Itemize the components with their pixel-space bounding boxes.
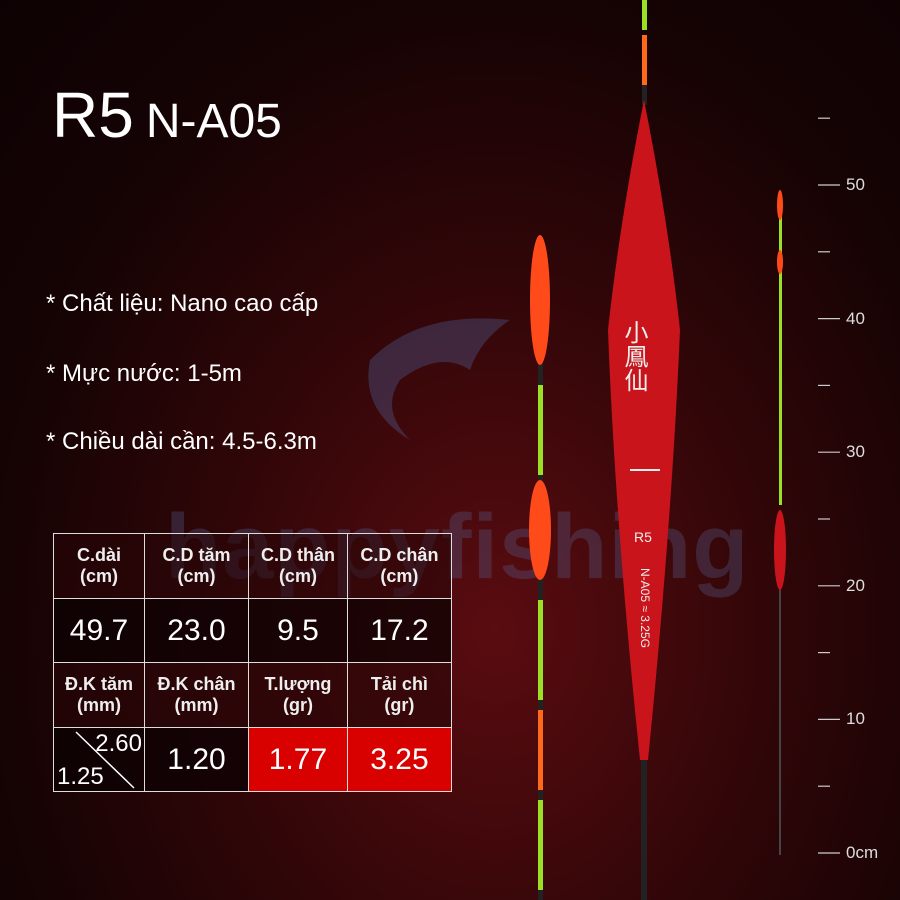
spec-material: * Chất liệu: Nano cao cấp: [46, 290, 319, 317]
header-stem-diameter: Đ.K chân (mm): [143, 662, 250, 728]
ruler: [818, 117, 840, 854]
header-body-length: C.D thân (cm): [248, 533, 348, 599]
ruler-label: 30: [846, 442, 865, 462]
right-float: [774, 190, 786, 855]
header-length: C.dài (cm): [53, 533, 145, 599]
value-stem-diameter: 1.20: [143, 727, 250, 792]
ruler-label: 10: [846, 709, 865, 729]
value-length: 49.7: [53, 598, 145, 663]
spec-water-depth: * Mực nước: 1-5m: [46, 360, 242, 387]
float-model-text: R5: [634, 529, 652, 545]
spec-rod-length: * Chiều dài cần: 4.5-6.3m: [46, 428, 317, 455]
page-title: R5 N-A05: [52, 78, 282, 152]
model-code: N-A05: [145, 95, 282, 148]
header-load: Tải chì (gr): [346, 662, 453, 728]
ruler-label: 40: [846, 308, 865, 328]
value-load: 3.25: [346, 727, 453, 792]
header-stem-length: C.D chân (cm): [346, 533, 453, 599]
header-weight: T.lượng (gr): [248, 662, 348, 728]
float-chinese-text: 小鳳仙: [620, 320, 648, 392]
fish-logo: [368, 318, 510, 440]
value-tip-diameter: 2.60 1.25: [53, 727, 145, 792]
center-float: 小鳳仙 R5: [608, 0, 680, 900]
spec-table: C.dài (cm) C.D tăm (cm) C.D thân (cm) C.D c…: [53, 533, 453, 792]
value-stem-length: 17.2: [346, 598, 453, 663]
ruler-label: 50: [846, 175, 865, 194]
value-body-length: 9.5: [248, 598, 348, 663]
model-name: R5: [52, 79, 134, 151]
value-weight: 1.77: [248, 727, 348, 792]
left-float: [529, 235, 551, 900]
header-tip-diameter: Đ.K tăm (mm): [53, 662, 145, 728]
value-tip-length: 23.0: [143, 598, 250, 663]
float-code-text: N-A05 ≈ 3.25G: [638, 568, 652, 648]
header-tip-length: C.D tăm (cm): [143, 533, 250, 599]
ruler-label: 0cm: [846, 843, 879, 862]
ruler-label: 20: [846, 575, 865, 595]
